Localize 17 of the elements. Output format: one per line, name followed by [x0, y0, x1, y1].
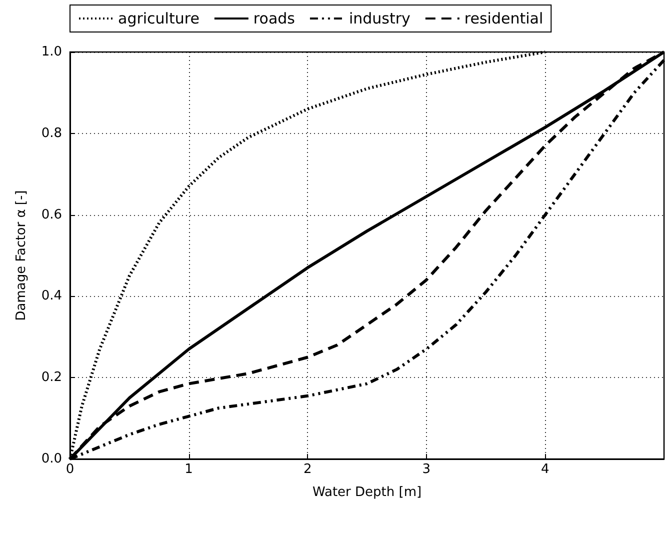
x-tick-label: 4: [541, 462, 550, 477]
x-axis-title: Water Depth [m]: [312, 485, 422, 500]
y-tick-label: 0.2: [41, 370, 62, 386]
x-tick-label: 3: [422, 462, 431, 477]
x-tick-label: 1: [184, 462, 193, 477]
y-tick-label: 0.6: [41, 207, 62, 222]
y-axis-title: Damage Factor α [-]: [14, 190, 29, 321]
legend-label: agriculture: [118, 10, 200, 28]
y-tick-label: 0.0: [41, 452, 62, 466]
x-tick-label: 2: [303, 462, 312, 477]
y-tick-label: 0.8: [41, 126, 62, 141]
y-tick-label: 0.4: [41, 288, 62, 304]
x-tick-label: 0: [66, 462, 74, 477]
y-tick-label: 1.0: [41, 44, 62, 60]
legend-label: residential: [464, 10, 544, 28]
legend-label: roads: [253, 10, 296, 28]
legend-label: industry: [348, 10, 411, 28]
